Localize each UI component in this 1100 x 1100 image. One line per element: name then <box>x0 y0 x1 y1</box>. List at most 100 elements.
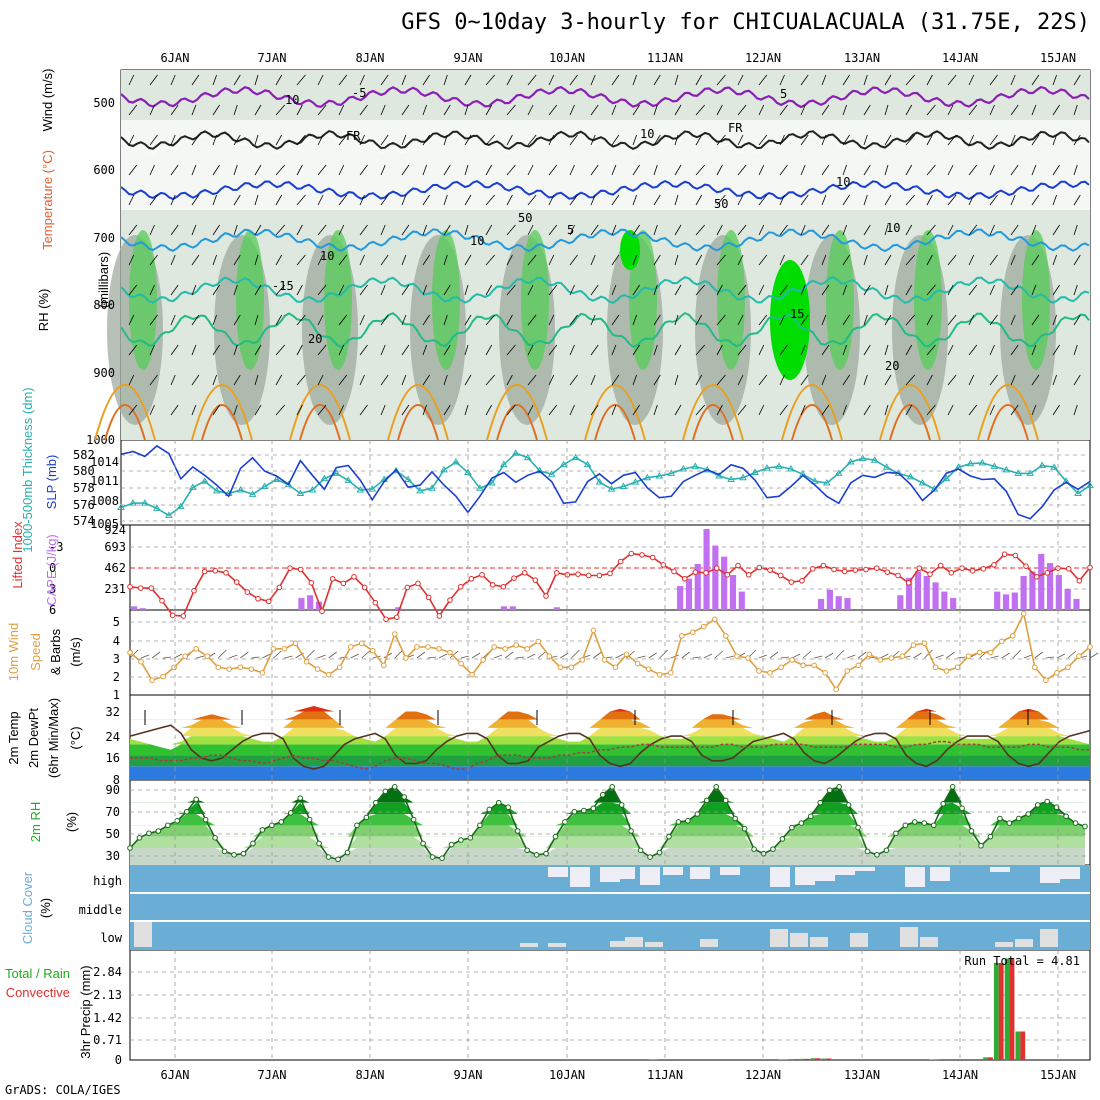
cloud-level-label: high <box>93 874 122 888</box>
rh-line-point <box>221 848 228 855</box>
wind-barb <box>1031 224 1037 236</box>
rh-line-point <box>373 799 379 806</box>
lifted-index-line-point <box>799 577 805 584</box>
surface-wind-barb <box>196 655 205 659</box>
temp-band <box>130 766 1090 780</box>
thickness-line-point <box>535 466 544 474</box>
wind-barb <box>422 344 427 356</box>
wind-barb <box>842 224 847 236</box>
wind-barb <box>254 164 262 176</box>
wind-barb <box>443 374 448 386</box>
wind-barb <box>1052 74 1057 86</box>
wind-barb <box>1010 284 1019 296</box>
lifted-index-line-point <box>233 579 240 585</box>
thickness-line-point <box>404 475 412 482</box>
thickness-line-point <box>320 474 329 482</box>
top-day-label: 11JAN <box>647 51 683 65</box>
wind-barb <box>632 194 637 206</box>
wind-barb <box>863 254 868 266</box>
wind-barb <box>590 224 599 236</box>
thickness-line-point <box>834 469 843 476</box>
thickness-line-point <box>822 479 831 486</box>
wind-barb <box>947 74 957 86</box>
lifted-index-line-point <box>777 572 784 579</box>
wind-barb <box>1031 284 1037 296</box>
high-cloud-block <box>570 867 590 887</box>
wind-barb <box>926 134 933 146</box>
wind-barb <box>548 254 555 266</box>
top-day-label: 9JAN <box>454 51 483 65</box>
isotherm-30 <box>397 404 439 441</box>
lifted-index-line-point <box>169 612 176 619</box>
wind-barb <box>275 254 283 266</box>
lifted-index-line-point <box>607 570 613 577</box>
wind-barb <box>548 314 555 326</box>
wind-barb <box>1073 194 1081 206</box>
isotherm-30 <box>201 404 243 441</box>
lifted-index-line-point <box>905 579 912 586</box>
wind-barb <box>485 404 493 416</box>
wind-barb <box>632 314 637 326</box>
rh-line-point <box>883 847 890 854</box>
lifted-index-line-point <box>863 566 869 573</box>
wind-speed-line-point <box>469 671 475 678</box>
lifted-index-line-point <box>127 583 133 590</box>
wind-barb <box>422 404 427 416</box>
wind-barb <box>1031 404 1037 416</box>
thickness-line-point <box>643 473 652 481</box>
thickness-line-point <box>679 465 688 472</box>
wind-barb <box>758 224 765 236</box>
wind-barb <box>485 374 496 386</box>
rh-axis-label: RH (%) <box>36 289 51 332</box>
wind-barb <box>296 104 303 116</box>
low-cloud-block <box>1040 929 1058 947</box>
surface-wind-barb <box>769 651 779 659</box>
wind-barb <box>506 104 516 116</box>
lifted-index-line-point <box>287 565 293 571</box>
wind-barb <box>380 344 386 356</box>
wind-speed-line-point <box>723 633 729 639</box>
wind-barb <box>422 134 430 146</box>
wind-barb <box>1031 254 1040 266</box>
rh-line-point <box>789 824 795 831</box>
lifted-index-line-point <box>180 613 187 619</box>
surface-wind-barb <box>361 650 370 659</box>
cape-tick: 924 <box>104 523 126 537</box>
precip-convective-bar <box>934 1059 939 1060</box>
wind-speed-line-point <box>623 651 630 658</box>
wind-barb <box>317 74 324 86</box>
wind-barb <box>905 254 916 266</box>
surface-wind-barb <box>824 652 834 659</box>
wind-barb <box>401 344 410 356</box>
wind-barb <box>632 134 637 146</box>
low-cloud-block <box>920 937 938 947</box>
rh-line-point <box>741 825 748 832</box>
thickness-line-point <box>978 458 987 466</box>
thickness-line-point <box>308 486 317 493</box>
cape-bar <box>941 591 948 610</box>
wind-speed-line-point <box>800 662 806 669</box>
isotherm-10 <box>120 228 1090 253</box>
rh-line-point <box>514 828 521 834</box>
wind-barb <box>233 284 238 296</box>
precip-total-bar <box>810 1058 816 1060</box>
wind-barb <box>863 104 871 116</box>
wind-barb <box>338 374 348 386</box>
wind-speed-line-point <box>480 657 486 663</box>
rh-line-point <box>231 852 237 858</box>
lifted-index-line-point <box>756 564 763 571</box>
wind-barb <box>422 224 427 236</box>
surface-wind-barb <box>681 651 690 659</box>
thickness-line-point <box>129 499 137 506</box>
lifted-index-line-point <box>1001 551 1008 558</box>
wind-barb <box>254 224 262 236</box>
wind-speed-line-point <box>1054 670 1060 676</box>
low-cloud-block <box>625 937 643 947</box>
wind-barb <box>821 134 827 146</box>
wind-speed-line-point <box>325 671 332 678</box>
isotherm-15 <box>120 275 1090 304</box>
lifted-index-line-point <box>276 584 283 591</box>
wind-barb <box>1031 374 1040 386</box>
rh-line-point <box>259 827 266 833</box>
rh-line-point <box>647 854 653 860</box>
